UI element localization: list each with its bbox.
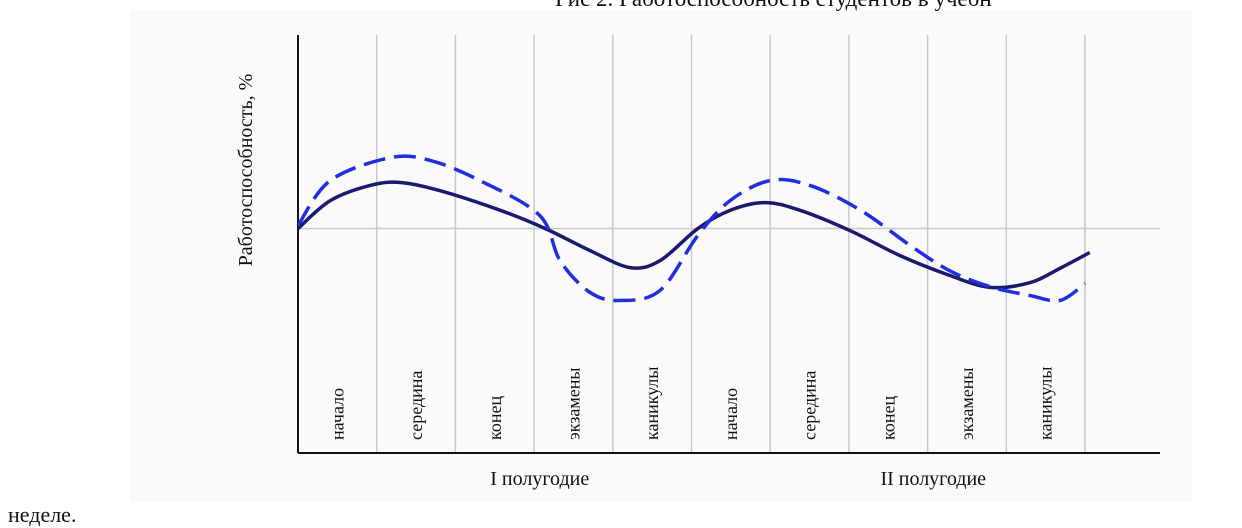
footer-text: неделе. — [8, 502, 76, 527]
y-axis-label: Работоспособность, % — [235, 74, 257, 267]
category-label: экзамены — [957, 368, 977, 440]
series-line — [296, 180, 1091, 290]
category-label: экзамены — [563, 368, 583, 440]
series-line — [296, 154, 1087, 303]
category-label: начало — [327, 388, 347, 440]
category-label: каникулы — [1036, 366, 1056, 440]
category-label: середина — [800, 371, 820, 440]
category-label: середина — [406, 371, 426, 440]
category-label: конец — [878, 396, 898, 440]
category-label: начало — [721, 388, 741, 440]
chart-title: Рис 2. Работоспособность студентов в уче… — [555, 0, 992, 11]
group-label: I полугодие — [490, 468, 589, 490]
category-label: конец — [485, 396, 505, 440]
group-label: II полугодие — [880, 468, 986, 490]
category-label: каникулы — [642, 366, 662, 440]
chart-background — [130, 10, 1192, 502]
